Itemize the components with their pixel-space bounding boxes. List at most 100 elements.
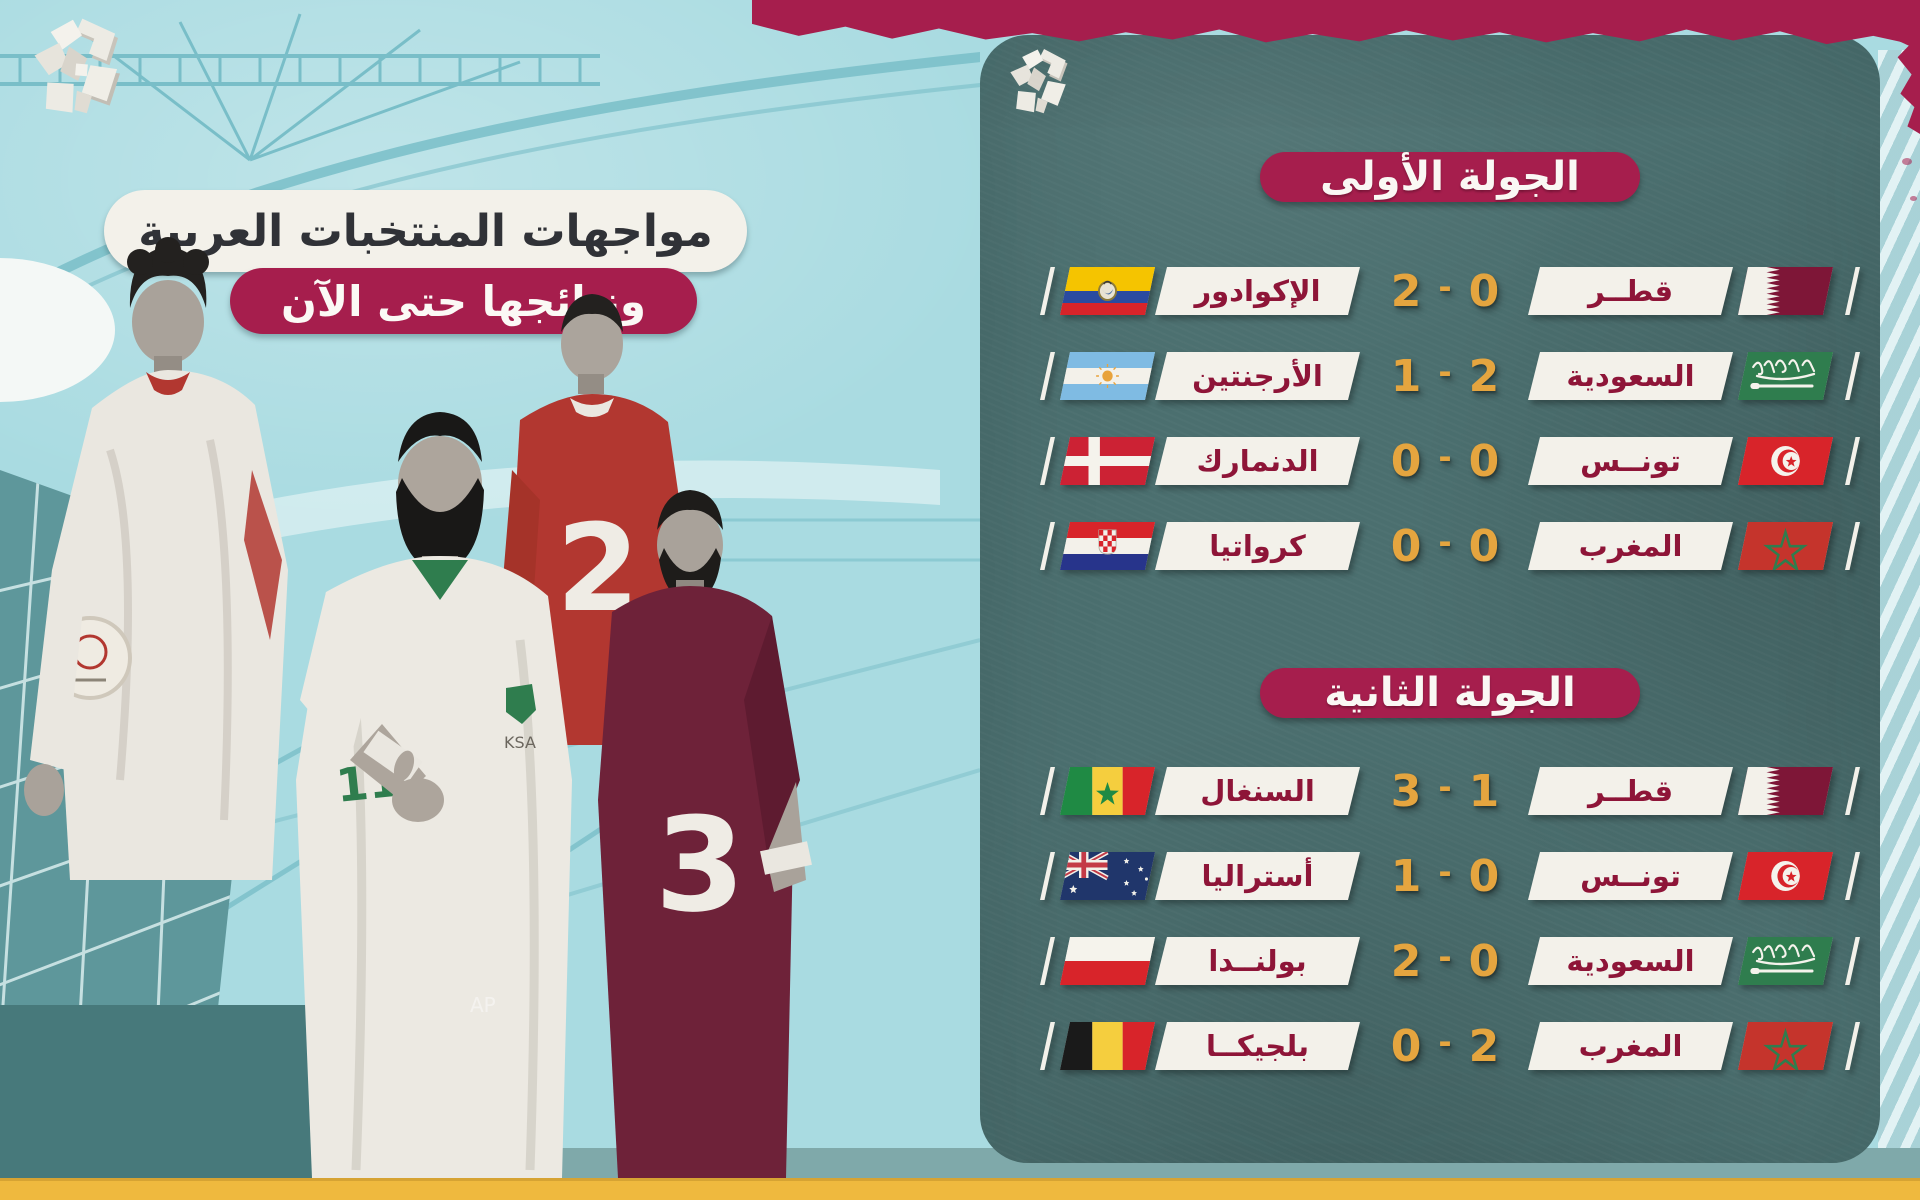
match-row: بولنــدا 2-0 السعودية [1040, 935, 1860, 987]
section-title-round-2: الجولة الثانية [1260, 668, 1640, 718]
row-end-tick [1040, 437, 1055, 485]
round-1-results: الإكوادور 2-0 قطــر الأرجنتين 1-2 السعود… [1040, 265, 1860, 607]
home-team-flag [1738, 352, 1833, 400]
away-team-flag [1060, 937, 1155, 985]
player-qatar: 3 [598, 490, 812, 1178]
home-team-plate: تونــس [1528, 852, 1733, 900]
home-score: 0 [1468, 935, 1500, 987]
row-end-tick [1040, 852, 1055, 900]
row-end-tick [1845, 267, 1860, 315]
home-team-flag [1738, 267, 1833, 315]
frame-speck [1902, 158, 1912, 165]
home-team-flag [1738, 522, 1833, 570]
away-team-flag [1060, 1022, 1155, 1070]
away-score: 1 [1390, 350, 1422, 402]
row-end-tick [1040, 937, 1055, 985]
match-row: بلجيكــا 0-2 المغرب [1040, 1020, 1860, 1072]
match-score: 0-0 [1365, 520, 1525, 572]
home-score: 0 [1468, 520, 1500, 572]
match-score: 2-0 [1365, 265, 1525, 317]
player-saudi: KSA 11 [296, 412, 572, 1178]
away-score: 0 [1390, 1020, 1422, 1072]
home-score: 2 [1468, 350, 1500, 402]
round-2-results: السنغال 3-1 قطــر أستراليا 1-0 تونــس بو… [1040, 765, 1860, 1107]
score-separator: - [1438, 1023, 1452, 1061]
results-panel: الجولة الأولى الإكوادور 2-0 قطــر الأرجن… [980, 35, 1880, 1163]
home-team-plate: المغرب [1528, 522, 1733, 570]
stadium-side-pattern [1878, 50, 1920, 1150]
score-separator: - [1438, 853, 1452, 891]
score-separator: - [1438, 353, 1452, 391]
row-end-tick [1040, 267, 1055, 315]
row-end-tick [1040, 1022, 1055, 1070]
home-team-flag [1738, 937, 1833, 985]
home-team-flag [1738, 852, 1833, 900]
match-row: أستراليا 1-0 تونــس [1040, 850, 1860, 902]
away-score: 2 [1390, 935, 1422, 987]
away-team-plate: بلجيكــا [1155, 1022, 1360, 1070]
away-team-plate: بولنــدا [1155, 937, 1360, 985]
home-team-plate: المغرب [1528, 1022, 1733, 1070]
row-end-tick [1845, 352, 1860, 400]
score-separator: - [1438, 768, 1452, 806]
away-team-flag [1060, 767, 1155, 815]
away-score: 0 [1390, 435, 1422, 487]
players-collage: 2 3 [0, 237, 812, 1200]
section-title-round-1: الجولة الأولى [1260, 152, 1640, 202]
alaraby-logo-small [997, 40, 1082, 125]
home-team-plate: السعودية [1528, 352, 1733, 400]
home-team-flag [1738, 437, 1833, 485]
match-score: 3-1 [1365, 765, 1525, 817]
match-score: 1-2 [1365, 350, 1525, 402]
away-team-plate: الأرجنتين [1155, 352, 1360, 400]
home-team-flag [1738, 1022, 1833, 1070]
match-score: 0-2 [1365, 1020, 1525, 1072]
away-team-plate: السنغال [1155, 767, 1360, 815]
home-score: 0 [1468, 265, 1500, 317]
match-score: 2-0 [1365, 935, 1525, 987]
home-team-plate: قطــر [1528, 267, 1733, 315]
row-end-tick [1845, 437, 1860, 485]
away-team-flag [1060, 437, 1155, 485]
row-end-tick [1845, 522, 1860, 570]
home-score: 1 [1468, 765, 1500, 817]
match-row: الدنمارك 0-0 تونــس [1040, 435, 1860, 487]
score-separator: - [1438, 438, 1452, 476]
score-separator: - [1438, 938, 1452, 976]
bottom-yellow-strip [0, 1178, 1920, 1200]
home-score: 0 [1468, 850, 1500, 902]
home-score: 2 [1468, 1020, 1500, 1072]
row-end-tick [1845, 852, 1860, 900]
home-score: 0 [1468, 435, 1500, 487]
away-team-plate: الإكوادور [1155, 267, 1360, 315]
match-row: كرواتيا 0-0 المغرب [1040, 520, 1860, 572]
row-end-tick [1845, 1022, 1860, 1070]
away-team-plate: كرواتيا [1155, 522, 1360, 570]
match-score: 0-0 [1365, 435, 1525, 487]
away-score: 2 [1390, 265, 1422, 317]
away-team-flag [1060, 267, 1155, 315]
photo-credit-watermark: AP [470, 993, 496, 1017]
match-row: الإكوادور 2-0 قطــر [1040, 265, 1860, 317]
away-team-flag [1060, 522, 1155, 570]
player-tunisia [24, 237, 288, 880]
away-team-plate: أستراليا [1155, 852, 1360, 900]
match-row: الأرجنتين 1-2 السعودية [1040, 350, 1860, 402]
frame-speck [1910, 196, 1917, 201]
row-end-tick [1845, 767, 1860, 815]
score-separator: - [1438, 268, 1452, 306]
saudi-crest-text: KSA [504, 733, 536, 752]
away-score: 3 [1390, 765, 1422, 817]
match-row: السنغال 3-1 قطــر [1040, 765, 1860, 817]
alaraby-logo [13, 3, 145, 135]
away-team-flag [1060, 352, 1155, 400]
row-end-tick [1040, 767, 1055, 815]
home-team-plate: قطــر [1528, 767, 1733, 815]
away-team-plate: الدنمارك [1155, 437, 1360, 485]
home-team-flag [1738, 767, 1833, 815]
row-end-tick [1845, 937, 1860, 985]
main-title: مواجهات المنتخبات العربية [104, 190, 747, 272]
qatar-jersey-number: 3 [655, 789, 745, 941]
away-score: 0 [1390, 520, 1422, 572]
